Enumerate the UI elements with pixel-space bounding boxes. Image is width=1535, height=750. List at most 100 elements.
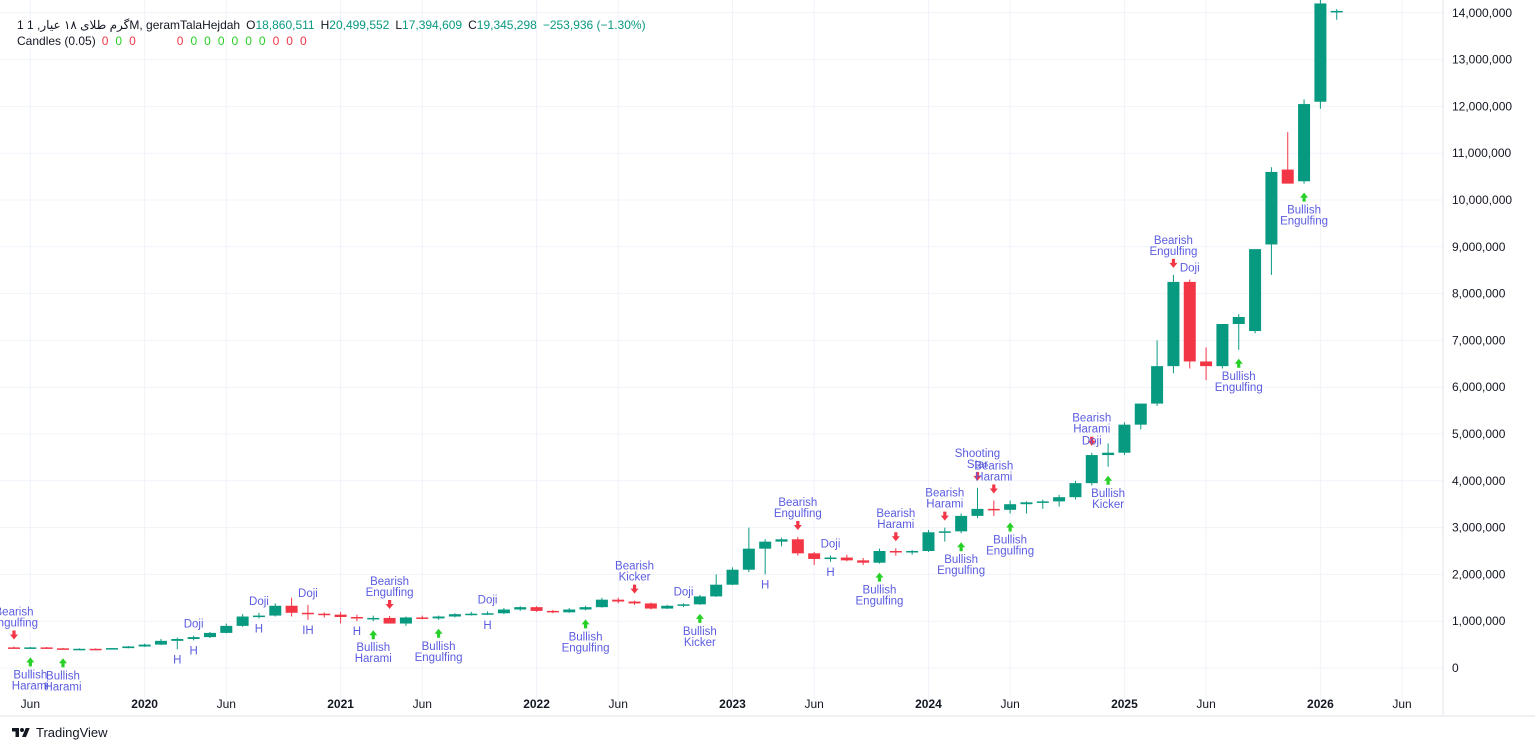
tradingview-logo-icon [12, 727, 30, 737]
pattern-label: Engulfing [774, 508, 822, 520]
candle-body [1281, 169, 1294, 184]
pattern-label: Bullish [46, 670, 80, 682]
arrow-down-icon [1169, 258, 1178, 268]
pattern-label: Doji [1180, 263, 1200, 275]
indicator-title[interactable]: Candles (0.05) [17, 34, 96, 48]
candle-body [465, 613, 478, 616]
pattern-label: Harami [975, 471, 1012, 483]
candle-body [24, 647, 37, 649]
candle-body [399, 617, 412, 624]
pattern-label: Bullish [1287, 205, 1321, 217]
pattern-label: H [189, 645, 197, 657]
indicator-value: 0 [217, 34, 225, 48]
time-tick-label: Jun [1000, 697, 1019, 711]
candle-body [1298, 104, 1311, 182]
arrow-up-icon [26, 657, 35, 667]
arrow-up-icon [1234, 358, 1243, 368]
candle-body [775, 539, 788, 542]
candle-body [73, 648, 86, 651]
time-axis[interactable]: Jun 2020 Jun 2021 Jun 2022 Jun 2023 Jun 2024 Jun 20… [0, 697, 1535, 717]
candle-body [40, 647, 53, 649]
candle-body [89, 648, 102, 651]
arrow-down-icon [10, 630, 18, 640]
candle-body [1085, 455, 1098, 484]
candle-body [138, 644, 151, 647]
pattern-label: Engulfing [415, 652, 463, 664]
candle-body [1020, 502, 1033, 505]
indicator-value: 0 [272, 34, 280, 48]
candle-body [742, 548, 755, 570]
indicator-value: 0 [101, 34, 109, 48]
time-tick-label: Jun [609, 697, 628, 711]
arrow-up-icon [434, 628, 443, 638]
candle-body [759, 541, 772, 549]
pattern-label: H [483, 620, 491, 632]
price-tick-label: 10,000,000 [1452, 193, 1512, 207]
indicator-value: 0 [245, 34, 252, 48]
pattern-label: Bearish [1154, 235, 1193, 247]
chart-legend: 1 گرم طلای ۱۸ عیار, 1M, geramTalaHejdah … [17, 17, 646, 49]
candle-body [154, 640, 167, 645]
candle-body [889, 551, 902, 553]
candle-body [56, 648, 69, 650]
candle-body [1200, 361, 1213, 367]
pattern-label: Bullish [569, 631, 603, 643]
indicator-value: 0 [286, 34, 293, 48]
candle-body [350, 616, 363, 619]
candle-body [938, 531, 951, 533]
indicator-value: 0 [299, 34, 307, 48]
candle-body [644, 603, 657, 609]
candle-body [203, 632, 216, 638]
candle-body [334, 614, 347, 617]
candle-body [1069, 483, 1082, 498]
candle-body [563, 609, 576, 613]
candle-body [497, 609, 510, 614]
candle-body [791, 539, 804, 554]
arrow-up-icon [1104, 475, 1113, 485]
arrow-down-icon [973, 471, 982, 481]
pattern-labels: BearishEngulfingBullishHaramiBullishHara… [0, 192, 1328, 693]
time-tick-label: 2021 [327, 697, 354, 711]
grid-lines [0, 0, 1443, 710]
time-tick-label: Jun [21, 697, 40, 711]
candle-body [1314, 3, 1327, 102]
pattern-label: Doji [674, 586, 694, 598]
pattern-label: Bullish [1091, 488, 1125, 500]
tradingview-logo[interactable]: TradingView [10, 725, 108, 740]
pattern-label: Engulfing [937, 565, 985, 577]
price-tick-label: 12,000,000 [1452, 99, 1512, 113]
pattern-label: Engulfing [856, 596, 904, 608]
arrow-up-icon [1006, 522, 1015, 532]
candle-body [1151, 366, 1164, 404]
candle-body [1036, 501, 1049, 503]
candle-body [661, 605, 674, 609]
pattern-label: Engulfing [0, 617, 38, 629]
price-axis[interactable]: 0 1,000,000 2,000,000 3,000,000 4,000,000 5,0… [1442, 0, 1512, 715]
candle-body [579, 607, 592, 610]
arrow-up-icon [1300, 192, 1309, 202]
time-tick-label: 2025 [1111, 697, 1138, 711]
price-tick-label: 11,000,000 [1452, 146, 1511, 160]
candle-body [1232, 317, 1245, 325]
candle-body [236, 616, 249, 626]
time-tick-label: 2024 [915, 697, 942, 711]
pattern-label: Doji [1082, 436, 1102, 448]
time-tick-label: 2022 [523, 697, 550, 711]
candle-body [301, 612, 314, 615]
price-tick-label: 5,000,000 [1452, 427, 1506, 441]
time-tick-label: Jun [1392, 697, 1411, 711]
symbol-row: 1 گرم طلای ۱۸ عیار, 1M, geramTalaHejdah … [17, 17, 646, 33]
candle-body [873, 551, 886, 563]
candle-body [824, 557, 837, 560]
candle-body [1216, 324, 1229, 367]
candle-series[interactable] [8, 0, 1343, 651]
candle-body [367, 617, 380, 620]
symbol-title[interactable]: 1 گرم طلای ۱۸ عیار, 1M, geramTalaHejdah [17, 18, 241, 32]
arrow-up-icon [957, 542, 966, 552]
pattern-label: Harami [12, 680, 49, 692]
price-tick-label: 9,000,000 [1452, 240, 1506, 254]
candle-body [677, 604, 690, 606]
candle-body [612, 599, 625, 602]
candle-body [1330, 10, 1343, 13]
